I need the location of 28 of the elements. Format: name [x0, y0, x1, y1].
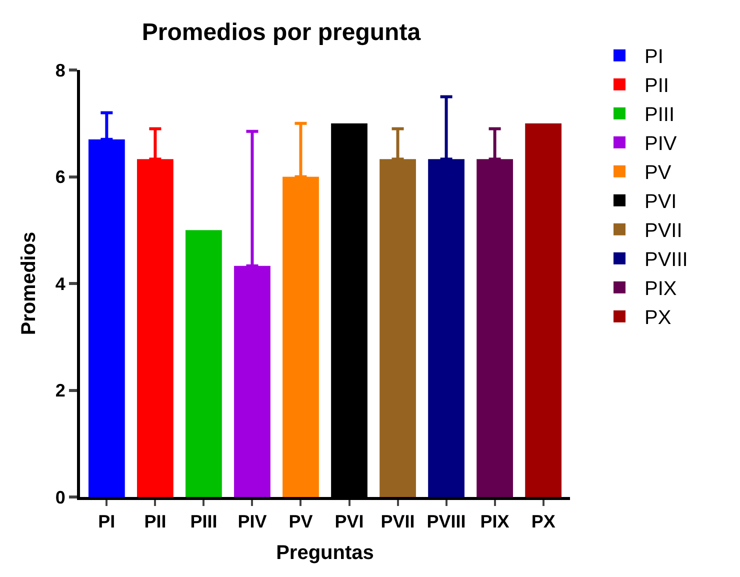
- legend-label: PVI: [644, 191, 677, 214]
- x-tick-label: PX: [531, 512, 556, 532]
- y-tick-label: 6: [55, 167, 66, 188]
- x-tick-label: PV: [288, 512, 313, 532]
- y-tick-label: 2: [55, 380, 66, 401]
- legend-label: PX: [644, 307, 672, 330]
- legend-label: PVII: [644, 220, 682, 242]
- y-tick-label: 4: [55, 274, 66, 294]
- legend-label: PVIII: [644, 249, 688, 272]
- x-tick-label: PIV: [238, 512, 267, 532]
- y-tick-label: 0: [55, 487, 66, 508]
- y-axis-title: Promedios: [18, 232, 40, 336]
- x-tick-label: PIX: [480, 512, 510, 532]
- legend-label: PI: [644, 46, 664, 68]
- x-tick-label: PI: [98, 512, 116, 532]
- y-tick-label: 8: [55, 60, 66, 80]
- x-tick-label: PIII: [190, 512, 218, 532]
- legend-label: PIX: [644, 278, 677, 300]
- legend-label: PV: [644, 162, 672, 184]
- x-tick-label: PVI: [334, 512, 364, 532]
- x-tick-label: PVIII: [426, 512, 466, 532]
- x-tick-label: PII: [144, 512, 166, 532]
- chart-title: Promedios por pregunta: [142, 18, 422, 46]
- legend-label: PIII: [644, 104, 675, 126]
- legend-label: PII: [644, 75, 669, 98]
- x-tick-label: PVII: [380, 512, 415, 532]
- x-axis-title: Preguntas: [276, 542, 374, 564]
- legend-label: PIV: [644, 133, 678, 156]
